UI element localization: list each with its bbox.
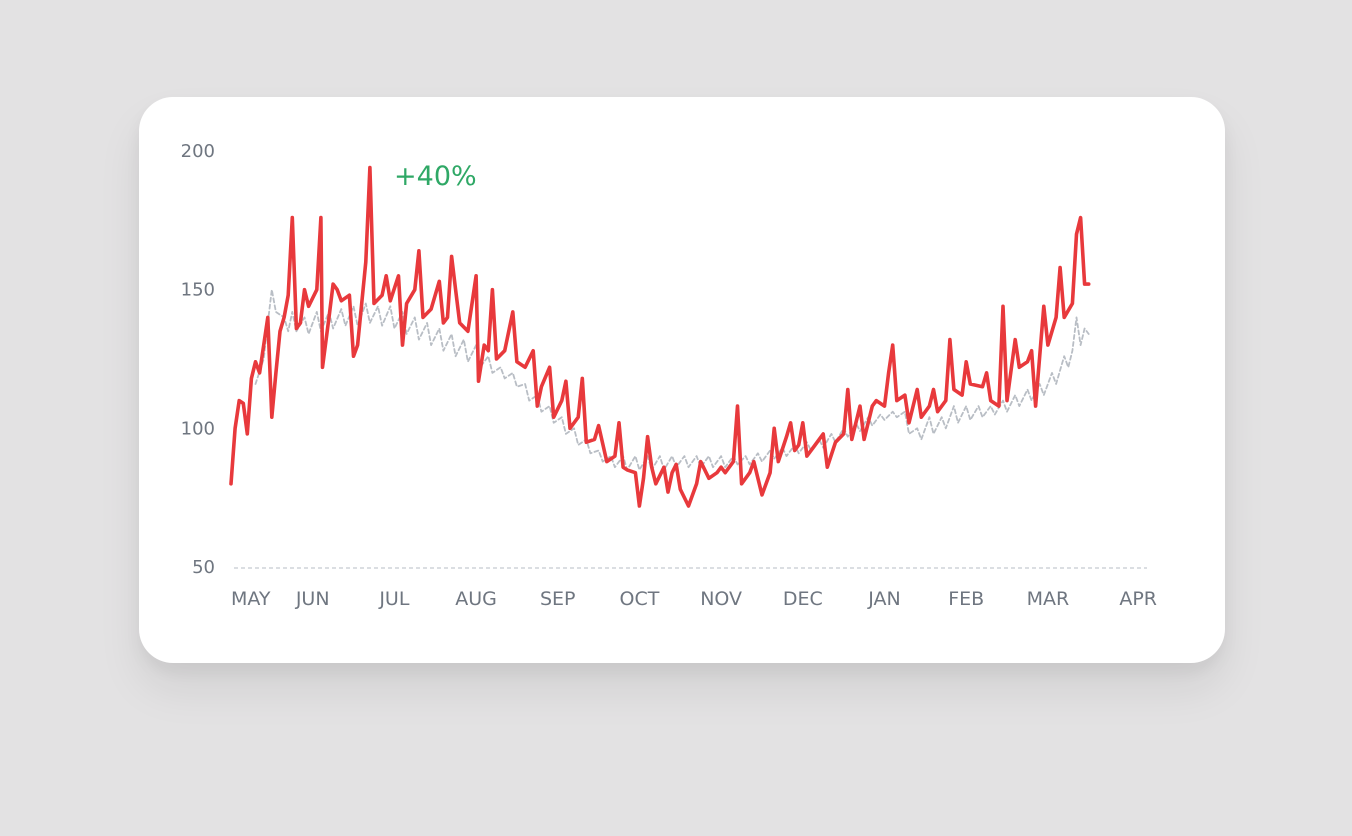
x-tick-label: NOV bbox=[700, 588, 742, 610]
y-tick-label: 50 bbox=[192, 557, 215, 578]
chart-card: 50 100 150 200 MAY JUN JUL AUG SEP OCT NOV DEC JAN F… bbox=[139, 97, 1225, 663]
y-tick-label: 150 bbox=[181, 280, 215, 301]
plot-area bbox=[229, 165, 1091, 508]
x-axis: MAY JUN JUL AUG SEP OCT NOV DEC JAN FEB MAR APR bbox=[231, 588, 1157, 610]
x-tick-label: SEP bbox=[540, 588, 576, 610]
y-tick-label: 100 bbox=[181, 418, 215, 439]
y-tick-label: 200 bbox=[181, 141, 215, 162]
x-tick-label: AUG bbox=[455, 588, 497, 610]
x-tick-label: DEC bbox=[783, 588, 823, 610]
primary-series-line bbox=[229, 165, 1091, 508]
x-tick-label: JUN bbox=[295, 588, 330, 610]
x-tick-label: JAN bbox=[867, 588, 900, 610]
x-tick-label: FEB bbox=[948, 588, 984, 610]
comparison-series-line bbox=[254, 288, 1090, 471]
x-tick-label: APR bbox=[1119, 588, 1157, 610]
line-chart: 50 100 150 200 MAY JUN JUL AUG SEP OCT NOV DEC JAN F… bbox=[181, 141, 1157, 610]
x-tick-label: MAR bbox=[1027, 588, 1070, 610]
y-axis: 50 100 150 200 bbox=[181, 141, 215, 578]
x-tick-label: OCT bbox=[620, 588, 660, 610]
x-tick-label: MAY bbox=[231, 588, 271, 610]
change-annotation: +40% bbox=[394, 161, 477, 192]
x-tick-label: JUL bbox=[378, 588, 410, 610]
